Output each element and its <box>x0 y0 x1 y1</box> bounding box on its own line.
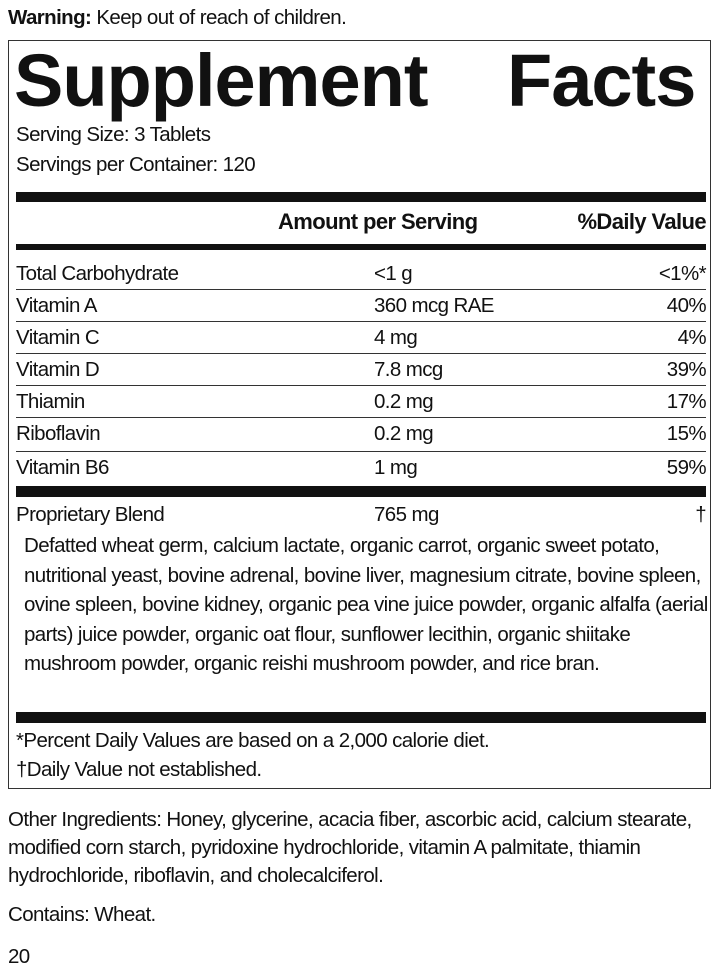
nutrient-dv: 59% <box>666 456 707 479</box>
nutrient-amount: 0.2 mg <box>374 390 434 413</box>
warning-text: Warning: Keep out of reach of children. <box>8 6 347 30</box>
row-divider <box>16 417 706 418</box>
footnote-daily-value: *Percent Daily Values are based on a 2,0… <box>16 729 490 752</box>
row-divider <box>16 321 706 322</box>
servings-per-container: Servings per Container: 120 <box>16 153 256 176</box>
nutrient-dv: 17% <box>666 390 707 413</box>
warning-body: Keep out of reach of children. <box>91 6 347 29</box>
nutrient-name: Proprietary Blend <box>16 503 165 526</box>
nutrient-name: Vitamin A <box>16 294 97 317</box>
nutrient-dv: 39% <box>666 358 707 381</box>
nutrient-amount: 765 mg <box>374 503 439 526</box>
nutrient-amount: 7.8 mcg <box>374 358 443 381</box>
dv-header: %Daily Value <box>577 209 706 234</box>
supplement-facts-panel <box>8 40 711 789</box>
nutrient-row: Thiamin 0.2 mg 17% <box>16 386 707 416</box>
nutrient-row: Riboflavin 0.2 mg 15% <box>16 418 707 448</box>
amount-header: Amount per Serving <box>278 209 478 234</box>
nutrient-dv: 4% <box>677 326 707 349</box>
divider-medium <box>16 244 706 250</box>
nutrient-name: Riboflavin <box>16 422 101 445</box>
serving-size: Serving Size: 3 Tablets <box>16 123 211 146</box>
nutrient-row: Vitamin A 360 mcg RAE 40% <box>16 290 707 320</box>
nutrient-amount: <1 g <box>374 262 413 285</box>
nutrient-amount: 0.2 mg <box>374 422 434 445</box>
row-divider <box>16 289 706 290</box>
contains-allergen: Contains: Wheat. <box>8 903 156 926</box>
nutrient-name: Thiamin <box>16 390 85 413</box>
blend-ingredients: Defatted wheat germ, calcium lactate, or… <box>24 534 708 676</box>
nutrient-amount: 4 mg <box>374 326 418 349</box>
row-divider <box>16 353 706 354</box>
nutrient-dv: <1%* <box>658 262 707 285</box>
nutrient-amount: 1 mg <box>374 456 418 479</box>
footnote-not-established: †Daily Value not established. <box>16 758 262 781</box>
nutrient-name: Vitamin D <box>16 358 100 381</box>
other-ingredients: Other Ingredients: Honey, glycerine, aca… <box>8 808 692 887</box>
row-divider <box>16 451 706 452</box>
nutrient-name: Vitamin B6 <box>16 456 109 479</box>
nutrient-row: Vitamin C 4 mg 4% <box>16 322 707 352</box>
blend-row: Proprietary Blend 765 mg † <box>16 499 707 529</box>
divider-thick <box>16 712 706 723</box>
nutrient-amount: 360 mcg RAE <box>374 294 494 317</box>
nutrient-dv: 15% <box>666 422 707 445</box>
nutrient-row: Vitamin D 7.8 mcg 39% <box>16 354 707 384</box>
nutrient-dv: † <box>695 503 706 526</box>
warning-label: Warning: <box>8 6 92 29</box>
panel-title: Supplement Facts <box>14 39 696 122</box>
nutrient-name: Total Carbohydrate <box>16 262 179 285</box>
nutrient-dv: 40% <box>666 294 707 317</box>
row-divider <box>16 385 706 386</box>
divider-thick <box>16 192 706 202</box>
column-header: Amount per Serving %Daily Value <box>16 205 707 235</box>
nutrient-row: Vitamin B6 1 mg 59% <box>16 452 707 482</box>
nutrient-name: Vitamin C <box>16 326 100 349</box>
divider-thick <box>16 486 706 497</box>
nutrient-row: Total Carbohydrate <1 g <1%* <box>16 258 707 288</box>
page-number: 20 <box>8 945 30 968</box>
